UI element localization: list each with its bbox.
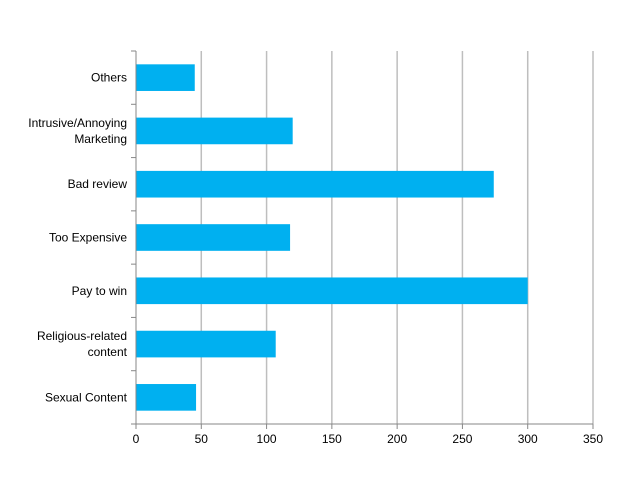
bar [136, 384, 197, 411]
bar [136, 117, 293, 145]
bars [136, 64, 528, 411]
category-label: Marketing [74, 132, 127, 146]
x-tick-labels: 0 50 100 150 200 250 300 350 [133, 432, 604, 446]
category-label: Bad review [68, 177, 128, 191]
category-label: content [88, 345, 128, 359]
bar [136, 277, 528, 305]
bar [136, 170, 494, 198]
category-label: Religious-related [37, 329, 127, 343]
grid-lines [200, 51, 594, 424]
bar [136, 64, 195, 91]
category-label: Sexual Content [45, 390, 128, 404]
category-label: Intrusive/Annoying [28, 116, 127, 130]
x-tick-label: 350 [583, 432, 603, 446]
x-tick-label: 250 [452, 432, 472, 446]
category-label: Pay to win [72, 284, 127, 298]
bar [136, 330, 276, 358]
x-tick-label: 200 [387, 432, 407, 446]
axes [131, 50, 594, 429]
x-tick-label: 300 [518, 432, 538, 446]
category-labels: Others Intrusive/Annoying Marketing Bad rev… [28, 71, 127, 405]
bar [136, 224, 291, 251]
x-tick-label: 100 [257, 432, 277, 446]
x-tick-label: 50 [195, 432, 209, 446]
category-label: Others [91, 71, 127, 85]
category-label: Too Expensive [49, 231, 127, 245]
x-tick-label: 0 [133, 432, 140, 446]
x-tick-label: 150 [322, 432, 342, 446]
